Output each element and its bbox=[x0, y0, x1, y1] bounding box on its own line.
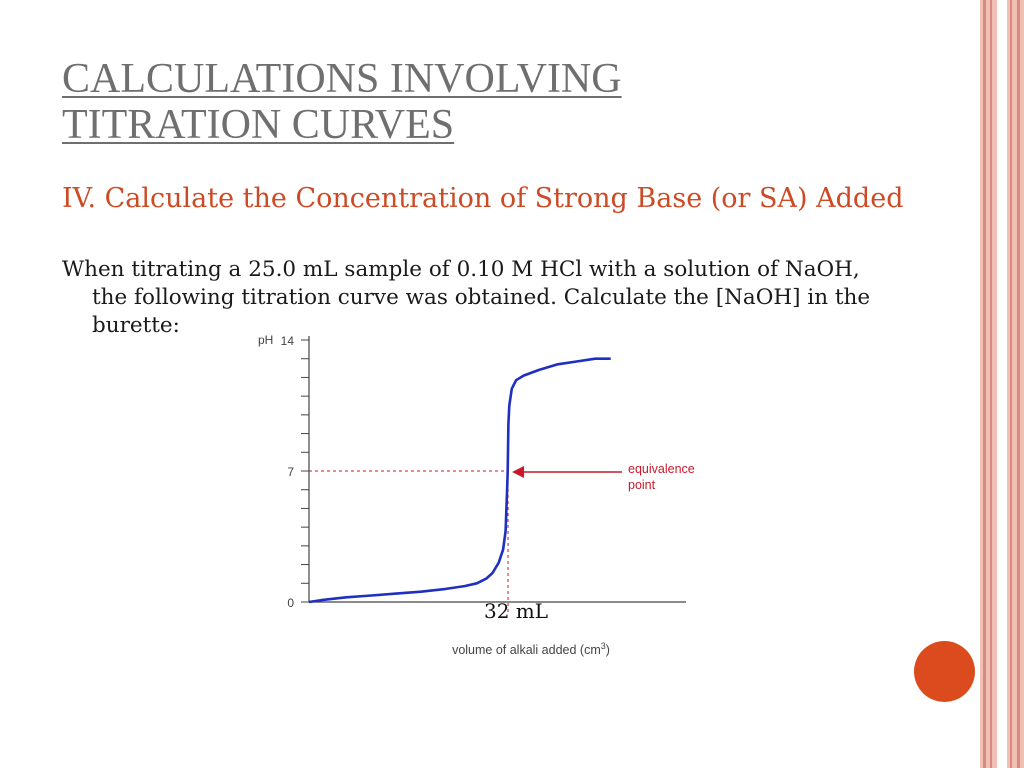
slide-title: CALCULATIONS INVOLVING TITRATION CURVES bbox=[62, 56, 822, 148]
volume-at-equivalence-label: 32 mL bbox=[484, 599, 548, 623]
title-line-2: TITRATION CURVES bbox=[62, 102, 455, 148]
section-subheading: IV. Calculate the Concentration of Stron… bbox=[62, 183, 904, 214]
y-tick-label: 14 bbox=[281, 334, 295, 348]
equivalence-label-line-2: point bbox=[628, 478, 656, 492]
problem-statement: When titrating a 25.0 mL sample of 0.10 … bbox=[62, 257, 871, 338]
y-axis-label: pH bbox=[258, 333, 273, 347]
equivalence-label-line-1: equivalence bbox=[628, 462, 695, 476]
title-line-1: CALCULATIONS INVOLVING bbox=[62, 56, 622, 102]
titration-curve-line bbox=[308, 357, 611, 604]
y-tick-label: 7 bbox=[287, 465, 294, 479]
y-tick-label: 0 bbox=[287, 596, 294, 610]
decorative-stripes bbox=[980, 0, 1024, 768]
x-axis-label: volume of alkali added (cm3) bbox=[452, 641, 610, 657]
accent-circle bbox=[914, 641, 975, 702]
equivalence-arrow-head bbox=[512, 466, 525, 478]
